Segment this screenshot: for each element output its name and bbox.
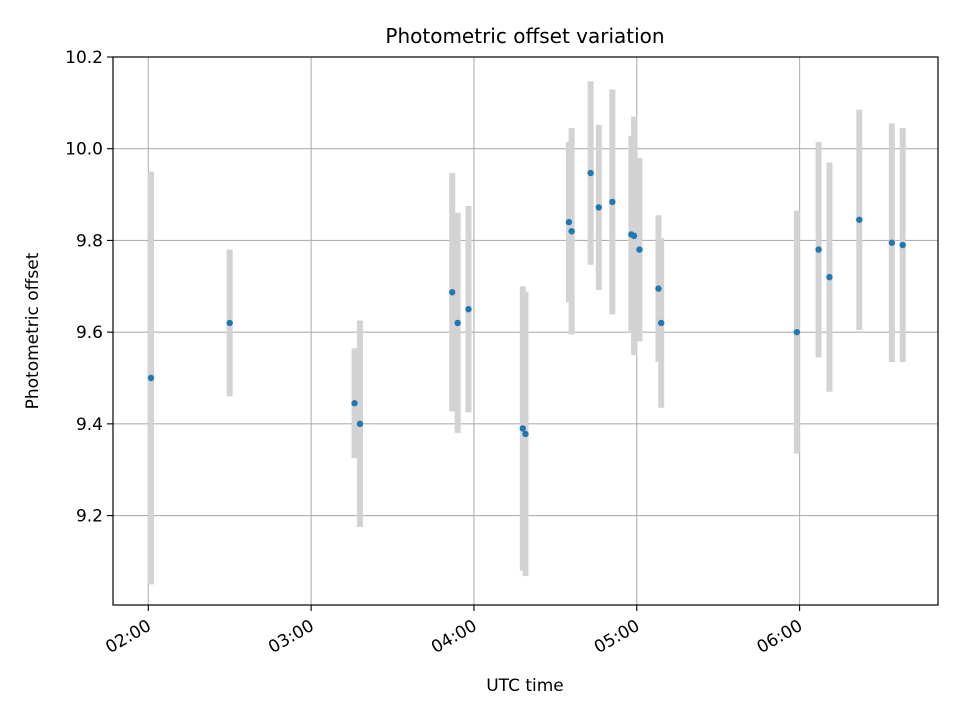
data-point bbox=[888, 239, 896, 246]
data-point bbox=[655, 285, 662, 292]
data-point bbox=[587, 169, 594, 177]
data-point bbox=[454, 319, 461, 327]
data-point bbox=[356, 420, 364, 428]
y-axis: 9.2 9.4 9.6 9.8 10.0 10.2 bbox=[65, 48, 113, 527]
y-tick-label: 9.6 bbox=[76, 323, 103, 343]
y-tick-label: 10.0 bbox=[65, 140, 103, 160]
plot-frame bbox=[112, 56, 939, 606]
data-point bbox=[226, 319, 233, 327]
data-point bbox=[609, 198, 616, 206]
data-point bbox=[519, 425, 526, 432]
data-points bbox=[147, 169, 906, 438]
data-point bbox=[899, 241, 906, 249]
data-point bbox=[636, 246, 643, 253]
y-axis-label: Photometric offset bbox=[23, 252, 43, 409]
data-point bbox=[568, 228, 575, 235]
y-tick-label: 9.4 bbox=[76, 415, 103, 435]
data-point bbox=[826, 273, 833, 281]
chart-title: Photometric offset variation bbox=[385, 24, 664, 48]
data-point bbox=[522, 430, 529, 438]
data-point bbox=[657, 319, 665, 327]
x-axis-label: UTC time bbox=[486, 676, 564, 696]
data-point bbox=[449, 289, 456, 296]
data-point bbox=[147, 374, 155, 382]
data-point bbox=[856, 216, 863, 223]
data-point bbox=[793, 328, 801, 336]
y-tick-label: 9.2 bbox=[76, 507, 103, 527]
y-tick-label: 10.2 bbox=[65, 48, 103, 68]
data-point bbox=[351, 400, 358, 407]
y-tick-label: 9.8 bbox=[76, 231, 103, 251]
data-point bbox=[815, 246, 822, 253]
data-point bbox=[565, 218, 573, 226]
data-point bbox=[465, 306, 472, 313]
data-point bbox=[630, 232, 638, 240]
data-point bbox=[595, 204, 602, 211]
